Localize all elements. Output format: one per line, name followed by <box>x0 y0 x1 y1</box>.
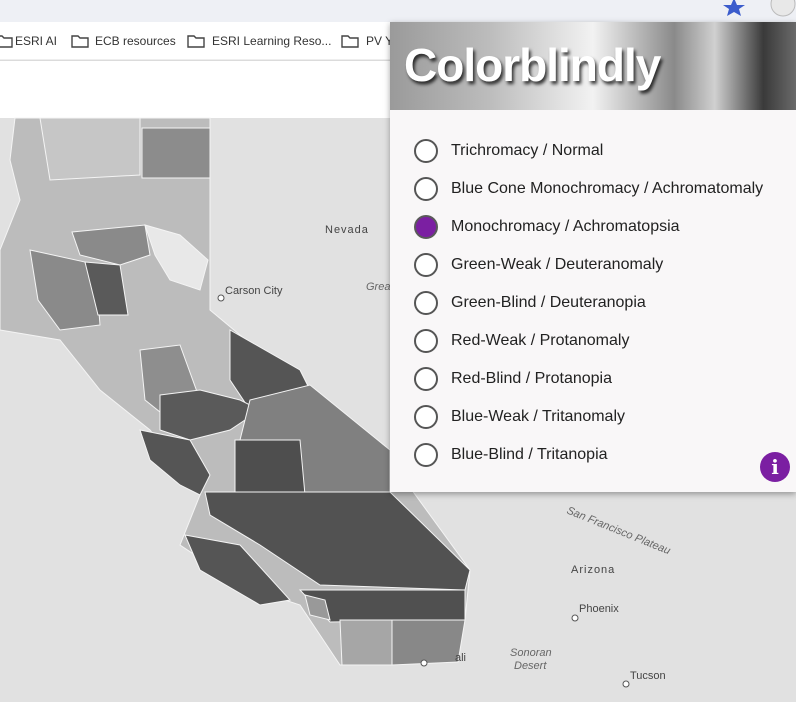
popup-header: Colorblindly <box>390 22 796 110</box>
option-label[interactable]: Green-Weak / Deuteranomaly <box>451 256 664 273</box>
county <box>184 534 291 606</box>
folder-icon <box>0 35 13 48</box>
county <box>84 261 129 316</box>
option[interactable]: Green-Blind / Deuteranopia <box>414 284 763 322</box>
map-label: Tucson <box>630 670 666 682</box>
folder-icon <box>71 35 89 48</box>
california-counties <box>0 117 471 666</box>
bookmark-label[interactable]: ECB resources <box>95 34 176 48</box>
option[interactable]: Blue-Blind / Tritanopia <box>414 436 763 474</box>
county <box>234 439 306 496</box>
bookmark-label[interactable]: ESRI AI <box>15 34 57 48</box>
map-label: Arizona <box>571 564 615 576</box>
radio-button[interactable] <box>414 367 438 391</box>
option-label[interactable]: Monochromacy / Achromatopsia <box>451 218 680 235</box>
radio-button[interactable] <box>414 177 438 201</box>
option-label[interactable]: Blue-Blind / Tritanopia <box>451 446 608 463</box>
radio-button[interactable] <box>414 139 438 163</box>
city-marker <box>420 659 428 667</box>
option[interactable]: Blue Cone Monochromacy / Achromatomaly <box>414 170 763 208</box>
radio-button[interactable] <box>414 215 438 239</box>
popup-title: Colorblindly <box>404 39 661 91</box>
city-marker <box>571 614 579 622</box>
radio-button[interactable] <box>414 329 438 353</box>
county <box>144 224 209 291</box>
radio-button[interactable] <box>414 405 438 429</box>
folder-icon <box>341 35 359 48</box>
map-label: ali <box>455 652 466 664</box>
bookmark-folder[interactable]: ESRI AI <box>0 34 57 48</box>
map-label: Sonoran <box>510 647 552 659</box>
option-label[interactable]: Red-Blind / Protanopia <box>451 370 612 387</box>
option-label[interactable]: Red-Weak / Protanomaly <box>451 332 630 349</box>
county <box>339 619 393 666</box>
bookmark-folder[interactable]: ESRI Learning Reso... <box>187 34 331 48</box>
map-label: Grea <box>366 281 390 293</box>
bookmark-folder[interactable]: ECB resources <box>71 34 176 48</box>
radio-button[interactable] <box>414 253 438 277</box>
city-marker <box>622 680 630 688</box>
bookmark-label[interactable]: ESRI Learning Reso... <box>212 34 331 48</box>
option[interactable]: Red-Weak / Protanomaly <box>414 322 763 360</box>
extension-popup: Colorblindly Trichromacy / Normal Blue Co… <box>390 22 796 492</box>
option[interactable]: Monochromacy / Achromatopsia <box>414 208 763 246</box>
option[interactable]: Green-Weak / Deuteranomaly <box>414 246 763 284</box>
option-label[interactable]: Green-Blind / Deuteranopia <box>451 294 646 311</box>
option-label[interactable]: Blue Cone Monochromacy / Achromatomaly <box>451 180 764 197</box>
option-list: Trichromacy / Normal Blue Cone Monochroma… <box>414 132 763 474</box>
extension-icon[interactable] <box>770 0 796 17</box>
city-marker <box>217 294 225 302</box>
toolbar <box>0 0 796 22</box>
radio-button[interactable] <box>414 291 438 315</box>
county <box>391 619 466 666</box>
info-button[interactable]: i <box>760 452 790 482</box>
folder-icon <box>187 35 205 48</box>
county <box>304 594 331 621</box>
county <box>141 127 211 179</box>
map-label: Nevada <box>325 224 369 236</box>
option[interactable]: Red-Blind / Protanopia <box>414 360 763 398</box>
option[interactable]: Blue-Weak / Tritanomaly <box>414 398 763 436</box>
option[interactable]: Trichromacy / Normal <box>414 132 763 170</box>
option-label[interactable]: Blue-Weak / Tritanomaly <box>451 408 625 425</box>
county <box>204 491 471 591</box>
map-label: Phoenix <box>579 603 619 615</box>
map-label: Carson City <box>225 285 283 297</box>
county <box>139 429 211 496</box>
option-label[interactable]: Trichromacy / Normal <box>451 142 604 159</box>
radio-button[interactable] <box>414 443 438 467</box>
map-label: Desert <box>514 660 547 672</box>
county <box>39 117 141 181</box>
bookmark-folder[interactable]: PV Y <box>341 34 393 48</box>
county <box>71 224 151 266</box>
bookmark-star[interactable] <box>723 0 745 16</box>
bookmark-label[interactable]: PV Y <box>366 34 393 48</box>
